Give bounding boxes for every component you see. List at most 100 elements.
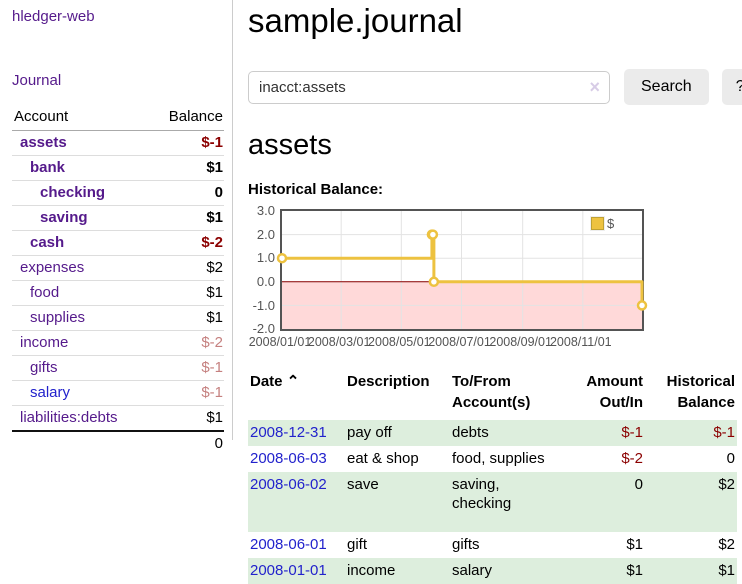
transaction-balance: $2	[718, 536, 735, 554]
transaction-row: 2008-01-01 income salary $1 $1	[248, 558, 737, 584]
y-axis-tick-label: -2.0	[252, 321, 275, 337]
account-row: assets $-1	[12, 130, 224, 156]
accounts-total-value: 0	[140, 430, 224, 456]
account-balance: $-2	[140, 330, 224, 356]
account-balance: 0	[140, 180, 224, 206]
transaction-balance: $1	[718, 562, 735, 580]
accounts-table: Account Balance assets $-1 bank $1 check…	[12, 105, 224, 456]
transaction-description: save	[347, 476, 379, 494]
x-axis-tick-label: 2008/05/01	[368, 335, 431, 350]
transaction-description: pay off	[347, 424, 392, 442]
account-link-liabilities-debts[interactable]: liabilities:debts	[20, 409, 118, 426]
account-row: food $1	[12, 280, 224, 306]
y-axis-tick-label: 1.0	[256, 250, 275, 266]
account-link-bank[interactable]: bank	[30, 159, 66, 176]
accounts-header-account: Account	[12, 105, 140, 131]
y-axis-tick-label: -1.0	[252, 297, 275, 313]
x-axis-tick-label: 2008/03/01	[307, 335, 371, 350]
account-balance: $1	[140, 280, 224, 306]
transaction-row: 2008-06-02 save saving, checking 0 $2	[248, 472, 737, 533]
main-content: sample.journal × Search ? assets Histori…	[233, 0, 742, 584]
transaction-date-link[interactable]: 2008-06-03	[250, 450, 327, 468]
account-row: checking 0	[12, 180, 224, 206]
transactions-header-row: Date ⌃ Description To/From Account(s) Amo…	[248, 371, 737, 420]
transaction-date-link[interactable]: 2008-12-31	[250, 424, 327, 442]
transaction-description: income	[347, 562, 396, 580]
header-description: Description	[347, 373, 430, 391]
account-link-food[interactable]: food	[30, 284, 60, 301]
account-balance: $2	[140, 255, 224, 281]
transaction-date-link[interactable]: 2008-01-01	[250, 562, 327, 580]
account-link-cash[interactable]: cash	[30, 234, 65, 251]
balance-chart: 3.0 2.0 1.0 0.0 -1.0 -2.0 2008/01/01 2008/03/01…	[248, 203, 742, 351]
transaction-balance: $2	[718, 476, 735, 494]
transaction-accounts: debts	[452, 424, 489, 442]
account-balance: $1	[140, 155, 224, 181]
transactions-table: Date ⌃ Description To/From Account(s) Amo…	[248, 371, 737, 584]
sort-ascending-icon: ⌃	[286, 373, 300, 391]
account-balance: $-2	[140, 230, 224, 256]
account-row: bank $1	[12, 155, 224, 181]
help-button[interactable]: ?	[721, 69, 742, 106]
account-balance: $1	[140, 205, 224, 231]
journal-link[interactable]: Journal	[12, 72, 62, 89]
account-link-saving[interactable]: saving	[40, 209, 88, 226]
y-axis-tick-label: 0.0	[256, 273, 275, 289]
account-link-supplies[interactable]: supplies	[30, 309, 86, 326]
transaction-description: eat & shop	[347, 450, 419, 468]
account-row: liabilities:debts $1	[12, 405, 224, 432]
transaction-amount: $1	[626, 562, 643, 580]
accounts-total-row: 0	[12, 430, 224, 456]
account-balance: $-1	[140, 130, 224, 156]
transaction-amount: 0	[634, 476, 643, 494]
legend-swatch-icon	[590, 216, 605, 232]
account-row: expenses $2	[12, 255, 224, 281]
search-button[interactable]: Search	[624, 69, 709, 106]
transaction-balance: 0	[726, 450, 735, 468]
account-link-assets[interactable]: assets	[20, 134, 67, 151]
clear-search-icon[interactable]: ×	[589, 76, 600, 97]
header-date[interactable]: Date ⌃	[250, 373, 300, 391]
account-link-salary[interactable]: salary	[30, 384, 71, 401]
account-row: income $-2	[12, 330, 224, 356]
y-axis-tick-label: 2.0	[256, 226, 275, 242]
accounts-header-balance: Balance	[140, 105, 224, 131]
account-row: gifts $-1	[12, 355, 224, 381]
transaction-accounts: food, supplies	[452, 450, 545, 468]
transaction-description: gift	[347, 536, 368, 554]
search-input[interactable]	[248, 70, 610, 104]
y-axis-tick-label: 3.0	[256, 203, 275, 219]
account-row: salary $-1	[12, 380, 224, 406]
search-box: ×	[248, 70, 610, 104]
transaction-date-link[interactable]: 2008-06-01	[250, 536, 327, 554]
x-axis-tick-label: 2008/01/01	[248, 335, 312, 350]
account-row: saving $1	[12, 205, 224, 231]
page-title: sample.journal	[248, 2, 463, 39]
chart-plot-area	[276, 209, 648, 332]
header-amount: Amount Out/In	[586, 373, 643, 412]
transaction-amount: $1	[626, 536, 643, 554]
transaction-row: 2008-06-03 eat & shop food, supplies $-2…	[248, 446, 737, 472]
sidebar: hledger-web Journal Account Balance asse…	[0, 0, 233, 456]
x-axis-tick-label: 2008/11/01	[549, 335, 612, 350]
account-link-expenses[interactable]: expenses	[20, 259, 85, 276]
transaction-date-link[interactable]: 2008-06-02	[250, 476, 327, 494]
account-balance: $-1	[140, 380, 224, 406]
transaction-balance: $-1	[713, 424, 735, 442]
transaction-accounts: saving, checking	[452, 476, 512, 513]
transaction-row: 2008-12-31 pay off debts $-1 $-1	[248, 420, 737, 447]
app-title-link[interactable]: hledger-web	[12, 8, 95, 25]
accounts-header-row: Account Balance	[12, 105, 224, 131]
transaction-row: 2008-06-01 gift gifts $1 $2	[248, 532, 737, 558]
transaction-amount: $-1	[621, 424, 643, 442]
legend-label: $	[607, 216, 615, 232]
search-form: × Search ?	[248, 69, 742, 106]
transaction-amount: $-2	[621, 450, 643, 468]
account-link-gifts[interactable]: gifts	[30, 359, 58, 376]
account-link-income[interactable]: income	[20, 334, 69, 351]
account-link-checking[interactable]: checking	[40, 184, 106, 201]
chart-svg	[276, 211, 648, 330]
x-axis-tick-label: 2008/07/01	[428, 335, 491, 350]
chart-legend: $	[589, 215, 617, 233]
account-balance: $1	[140, 305, 224, 331]
